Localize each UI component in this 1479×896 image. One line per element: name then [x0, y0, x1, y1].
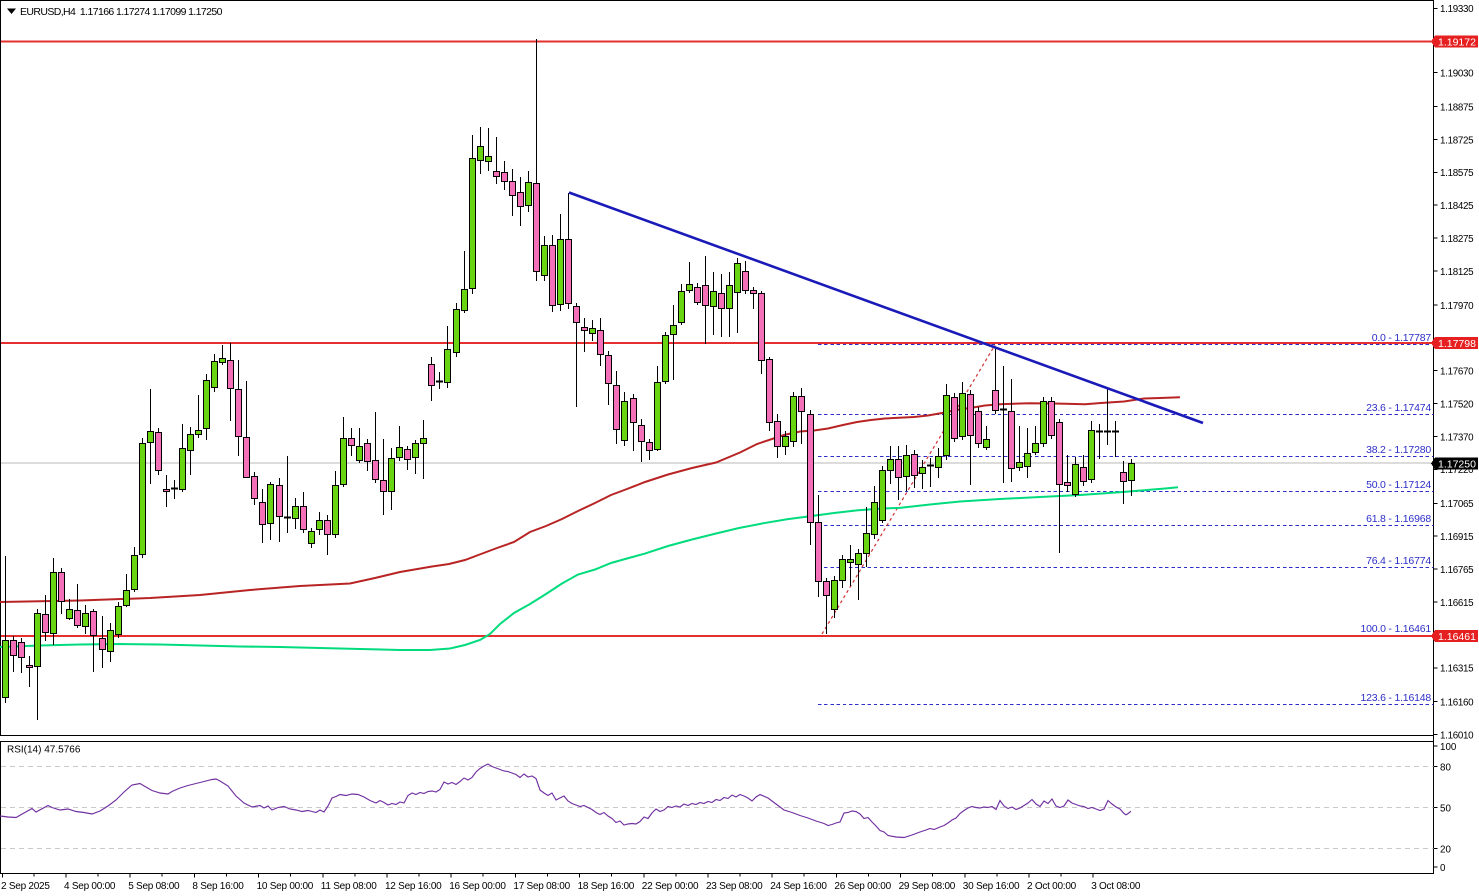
svg-text:1.19172: 1.19172 [1438, 37, 1476, 49]
svg-text:20: 20 [1440, 844, 1451, 855]
svg-text:1.16010: 1.16010 [1440, 730, 1474, 741]
svg-text:5 Sep 08:00: 5 Sep 08:00 [128, 881, 180, 892]
svg-text:50.0 - 1.17124: 50.0 - 1.17124 [1366, 479, 1431, 491]
svg-text:1.18875: 1.18875 [1440, 102, 1474, 113]
svg-text:1.17065: 1.17065 [1440, 499, 1474, 510]
svg-text:1.17798: 1.17798 [1438, 338, 1476, 350]
svg-text:22 Sep 00:00: 22 Sep 00:00 [642, 881, 699, 892]
svg-text:1.16461: 1.16461 [1438, 631, 1476, 643]
svg-text:80: 80 [1440, 762, 1451, 773]
svg-text:2 Oct 00:00: 2 Oct 00:00 [1027, 881, 1077, 892]
svg-text:11 Sep 08:00: 11 Sep 08:00 [321, 881, 377, 892]
svg-text:1.16615: 1.16615 [1440, 598, 1474, 609]
svg-text:2 Sep 2025: 2 Sep 2025 [1, 881, 50, 892]
svg-text:RSI(14) 47.5766: RSI(14) 47.5766 [7, 745, 81, 756]
svg-text:50: 50 [1440, 803, 1451, 814]
svg-text:0: 0 [1440, 863, 1446, 874]
svg-text:1.16315: 1.16315 [1440, 664, 1474, 675]
svg-text:1.16765: 1.16765 [1440, 565, 1474, 576]
svg-text:1.17670: 1.17670 [1440, 367, 1474, 378]
svg-text:1.17250: 1.17250 [1438, 459, 1476, 471]
svg-text:23 Sep 08:00: 23 Sep 08:00 [706, 881, 763, 892]
svg-text:12 Sep 16:00: 12 Sep 16:00 [385, 881, 442, 892]
svg-text:4 Sep 00:00: 4 Sep 00:00 [64, 881, 116, 892]
svg-text:1.17370: 1.17370 [1440, 432, 1474, 443]
svg-text:0.0 - 1.17787: 0.0 - 1.17787 [1372, 332, 1432, 344]
svg-text:10 Sep 00:00: 10 Sep 00:00 [257, 881, 314, 892]
svg-text:76.4 - 1.16774: 76.4 - 1.16774 [1366, 555, 1431, 567]
svg-text:29 Sep 08:00: 29 Sep 08:00 [899, 881, 956, 892]
svg-text:1.18275: 1.18275 [1440, 234, 1474, 245]
svg-text:61.8 - 1.16968: 61.8 - 1.16968 [1366, 513, 1431, 525]
svg-text:1.19030: 1.19030 [1440, 68, 1474, 79]
svg-text:8 Sep 16:00: 8 Sep 16:00 [192, 881, 244, 892]
svg-text:24 Sep 16:00: 24 Sep 16:00 [770, 881, 827, 892]
svg-text:100: 100 [1440, 742, 1457, 753]
svg-text:1.18425: 1.18425 [1440, 201, 1474, 212]
svg-text:1.17520: 1.17520 [1440, 399, 1474, 410]
svg-text:1.16160: 1.16160 [1440, 698, 1474, 709]
svg-text:3 Oct 08:00: 3 Oct 08:00 [1091, 881, 1141, 892]
svg-text:30 Sep 16:00: 30 Sep 16:00 [963, 881, 1020, 892]
svg-text:1.17970: 1.17970 [1440, 301, 1474, 312]
svg-text:1.18725: 1.18725 [1440, 135, 1474, 146]
svg-text:38.2 - 1.17280: 38.2 - 1.17280 [1366, 444, 1431, 456]
svg-text:23.6 - 1.17474: 23.6 - 1.17474 [1366, 402, 1431, 414]
svg-text:1.18125: 1.18125 [1440, 267, 1474, 278]
svg-text:100.0 - 1.16461: 100.0 - 1.16461 [1360, 623, 1431, 635]
svg-text:1.18575: 1.18575 [1440, 168, 1474, 179]
svg-text:123.6 - 1.16148: 123.6 - 1.16148 [1360, 692, 1431, 704]
svg-text:26 Sep 00:00: 26 Sep 00:00 [834, 881, 891, 892]
svg-text:16 Sep 00:00: 16 Sep 00:00 [449, 881, 506, 892]
svg-text:18 Sep 16:00: 18 Sep 16:00 [578, 881, 635, 892]
svg-text:1.17220: 1.17220 [1440, 465, 1474, 476]
svg-text:1.19330: 1.19330 [1440, 4, 1474, 15]
svg-text:1.16915: 1.16915 [1440, 532, 1474, 543]
svg-text:17 Sep 08:00: 17 Sep 08:00 [513, 881, 570, 892]
svg-text:EURUSD,H4 1.17166 1.17274 1.1: EURUSD,H4 1.17166 1.17274 1.17099 1.1725… [20, 6, 223, 18]
